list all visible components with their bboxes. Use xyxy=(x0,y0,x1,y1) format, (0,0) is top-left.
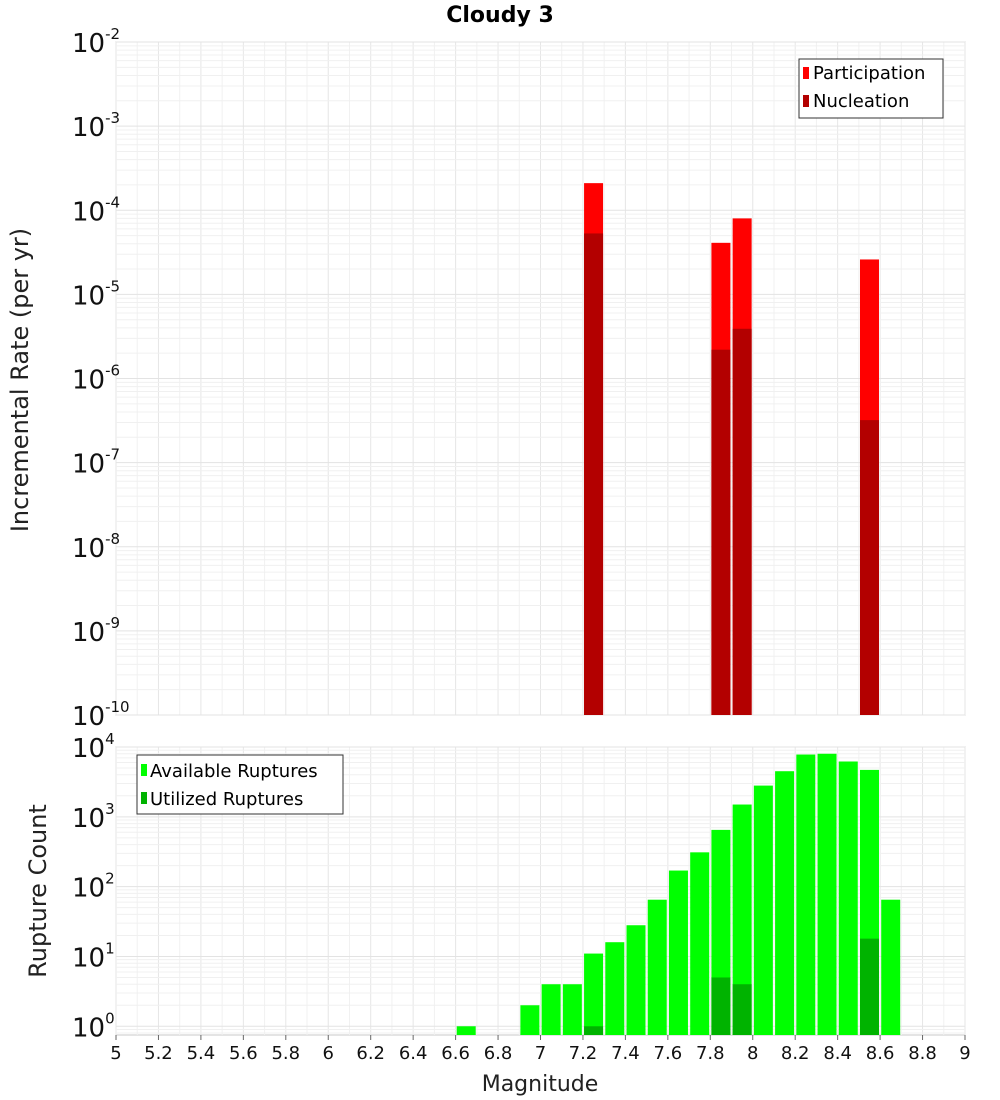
legend-swatch-available xyxy=(141,764,147,776)
available-ruptures-bar xyxy=(817,753,837,1035)
available-ruptures-bar xyxy=(668,870,688,1035)
x-tick-label: 7 xyxy=(535,1043,546,1064)
available-ruptures-bar xyxy=(562,984,582,1035)
x-tick-label: 8.6 xyxy=(866,1043,895,1064)
y-tick-label: 10-5 xyxy=(72,277,120,311)
x-tick-label: 8 xyxy=(747,1043,758,1064)
y-tick-label: 10-4 xyxy=(72,193,120,227)
x-tick-label: 6.2 xyxy=(356,1043,385,1064)
available-ruptures-bar xyxy=(605,942,625,1035)
rupture-y-axis-label: Rupture Count xyxy=(24,804,52,978)
available-ruptures-bar xyxy=(753,785,773,1035)
rate-legend: Participation Nucleation xyxy=(798,58,944,119)
x-tick-label: 7.4 xyxy=(611,1043,640,1064)
rupture-legend-box xyxy=(136,754,344,815)
rate-legend-box xyxy=(798,58,944,119)
x-tick-label: 6.8 xyxy=(484,1043,513,1064)
y-tick-label: 101 xyxy=(72,939,115,973)
y-tick-label: 10-2 xyxy=(72,25,120,59)
y-tick-label: 103 xyxy=(72,800,115,834)
x-tick-label: 8.4 xyxy=(823,1043,852,1064)
legend-swatch-nucleation xyxy=(803,95,809,107)
rate-grid xyxy=(115,41,966,716)
legend-swatch-participation xyxy=(803,67,809,79)
available-ruptures-bar xyxy=(584,953,604,1035)
rate-bars xyxy=(584,183,879,715)
available-ruptures-bar xyxy=(520,1005,540,1035)
rupture-legend: Available Ruptures Utilized Ruptures xyxy=(136,754,344,815)
x-tick-label: 6.4 xyxy=(399,1043,428,1064)
x-tick-label: 5.2 xyxy=(144,1043,173,1064)
x-tick-label: 7.6 xyxy=(654,1043,683,1064)
nucleation-bar xyxy=(711,349,731,715)
y-tick-label: 104 xyxy=(72,730,115,764)
available-ruptures-bar xyxy=(541,984,561,1035)
x-tick-label: 7.8 xyxy=(696,1043,725,1064)
x-tick-label: 6 xyxy=(323,1043,334,1064)
x-tick-label: 9 xyxy=(959,1043,970,1064)
magnitude-x-ticks: 5 5.2 5.4 5.6 5.8 6 6.2 6.4 6.6 6.8 7 7.2 7.4 7.6 7.8 8… xyxy=(110,1035,971,1064)
x-tick-label: 8.2 xyxy=(781,1043,810,1064)
legend-swatch-utilized xyxy=(141,792,147,804)
rupture-bars xyxy=(456,753,901,1035)
rupture-y-ticks: 100 101 102 103 104 xyxy=(72,730,115,1043)
nucleation-bar xyxy=(859,420,879,715)
nucleation-bar xyxy=(732,328,752,715)
x-tick-label: 5.4 xyxy=(187,1043,216,1064)
x-tick-label: 8.8 xyxy=(908,1043,937,1064)
available-ruptures-bar xyxy=(881,899,901,1035)
rate-y-ticks: 10-10 10-9 10-8 10-7 10-6 10-5 10-4 10-3 10-2 xyxy=(72,25,130,732)
available-ruptures-bar xyxy=(647,899,667,1035)
x-tick-label: 7.2 xyxy=(569,1043,598,1064)
legend-label-nucleation: Nucleation xyxy=(813,91,909,112)
rate-plot-panel: 10-10 10-9 10-8 10-7 10-6 10-5 10-4 10-3 10-2 In… xyxy=(6,25,966,732)
nucleation-bar xyxy=(584,233,604,715)
y-tick-label: 100 xyxy=(72,1009,115,1043)
available-ruptures-bar xyxy=(626,925,646,1035)
available-ruptures-bar xyxy=(690,852,710,1035)
y-tick-label: 10-7 xyxy=(72,446,120,480)
x-tick-label: 5.8 xyxy=(271,1043,300,1064)
utilized-ruptures-bar xyxy=(732,984,752,1035)
available-ruptures-bar xyxy=(456,1026,476,1035)
y-tick-label: 10-10 xyxy=(72,698,130,732)
legend-label-utilized: Utilized Ruptures xyxy=(150,789,303,810)
available-ruptures-bar xyxy=(796,754,816,1035)
utilized-ruptures-bar xyxy=(584,1026,604,1035)
chart-title: Cloudy 3 xyxy=(446,3,554,28)
x-tick-label: 5 xyxy=(110,1043,121,1064)
x-tick-label: 5.6 xyxy=(229,1043,258,1064)
available-ruptures-bar xyxy=(838,761,858,1035)
rate-y-axis-label: Incremental Rate (per yr) xyxy=(6,228,34,532)
x-tick-label: 6.6 xyxy=(441,1043,470,1064)
y-tick-label: 10-8 xyxy=(72,530,120,564)
y-tick-label: 102 xyxy=(72,870,115,904)
y-tick-label: 10-9 xyxy=(72,614,120,648)
available-ruptures-bar xyxy=(732,804,752,1035)
utilized-ruptures-bar xyxy=(859,938,879,1035)
legend-label-available: Available Ruptures xyxy=(150,761,318,782)
utilized-ruptures-bar xyxy=(711,977,731,1035)
x-axis-label: Magnitude xyxy=(482,1072,599,1097)
legend-label-participation: Participation xyxy=(813,63,925,84)
available-ruptures-bar xyxy=(775,771,795,1035)
rupture-count-panel: 100 101 102 103 104 5 5.2 5.4 5.6 5.8 6 6.2 6.4 6.6 6… xyxy=(24,730,971,1097)
y-tick-label: 10-3 xyxy=(72,109,120,143)
y-tick-label: 10-6 xyxy=(72,362,120,396)
